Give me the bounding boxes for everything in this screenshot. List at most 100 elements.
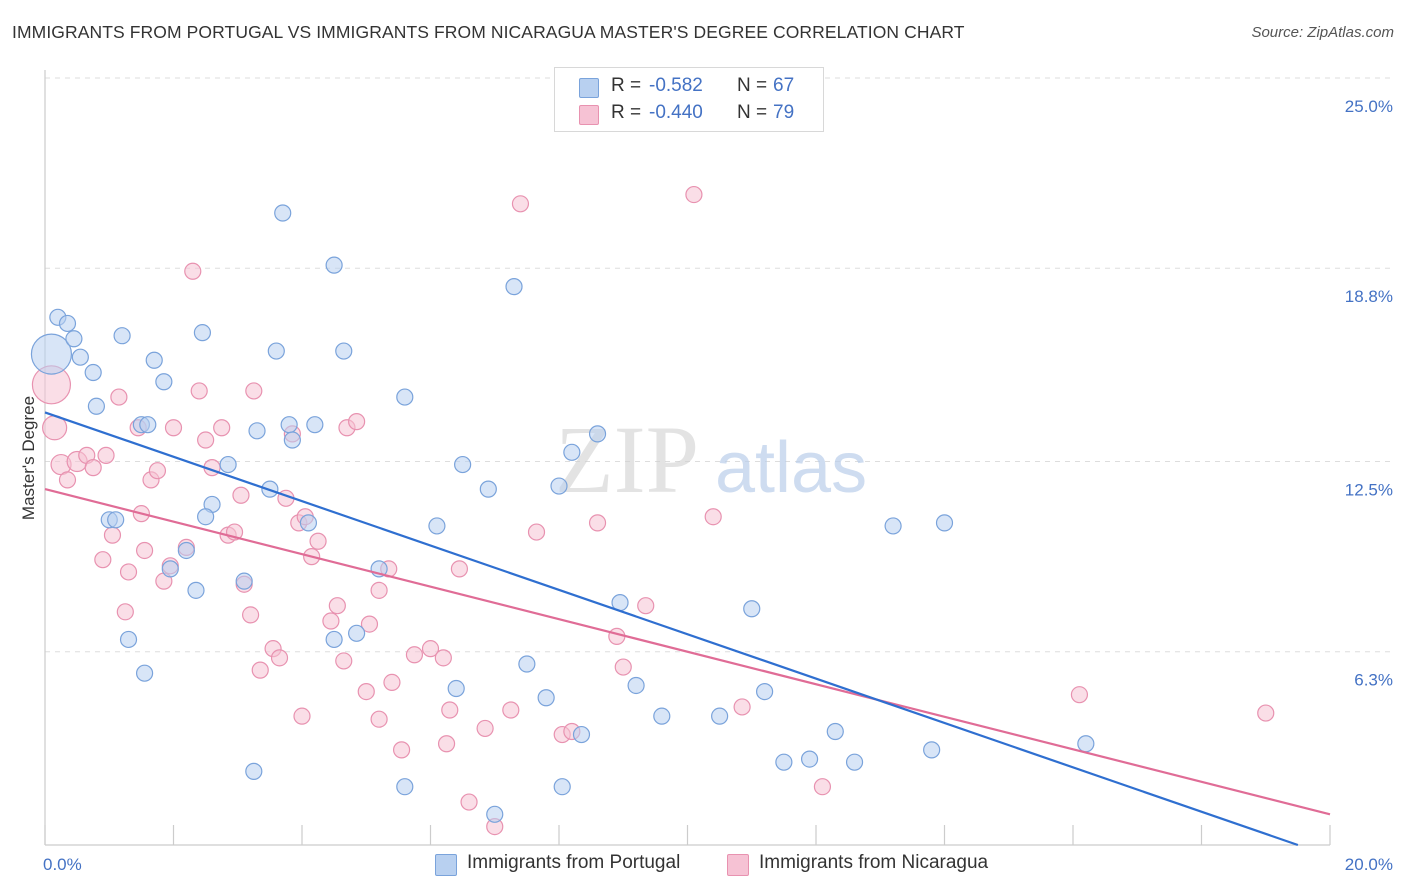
portugal-point xyxy=(219,455,237,474)
portugal-point xyxy=(235,572,253,590)
portugal-point xyxy=(187,581,205,599)
portugal-point xyxy=(113,327,131,345)
nicaragua-point xyxy=(94,551,112,569)
y-tick-label: 12.5% xyxy=(1345,481,1393,500)
portugal-point xyxy=(826,722,844,741)
nicaragua-swatch xyxy=(579,105,599,125)
portugal-point xyxy=(479,480,497,498)
portugal-point xyxy=(30,333,73,375)
nicaragua-point xyxy=(164,419,183,437)
portugal-point xyxy=(711,707,729,725)
nicaragua-swatch xyxy=(727,854,749,876)
portugal-point xyxy=(553,778,571,796)
tick-labels: 6.3% 12.5% 18.8% 25.0% 0.0% 20.0% xyxy=(43,97,1393,874)
portugal-point xyxy=(267,342,285,360)
trend-lines xyxy=(44,411,1331,847)
nicaragua-point xyxy=(119,563,138,581)
r-value: -0.582 xyxy=(649,75,703,96)
portugal-point xyxy=(58,314,77,333)
y-tick-label: 18.8% xyxy=(1345,287,1393,306)
portugal-swatch xyxy=(435,854,457,876)
nicaragua-point xyxy=(328,597,346,615)
nicaragua-point xyxy=(357,682,375,701)
nicaragua-point xyxy=(58,471,77,489)
y-axis-title: Master's Degree xyxy=(19,396,38,520)
nicaragua-point xyxy=(335,652,353,670)
nicaragua-point xyxy=(293,707,311,725)
nicaragua-point xyxy=(421,640,440,658)
nicaragua-point xyxy=(392,741,411,759)
portugal-point xyxy=(572,725,591,744)
nicaragua-point xyxy=(84,459,102,477)
portugal-point xyxy=(396,388,414,406)
nicaragua-point xyxy=(232,486,250,504)
nicaragua-point xyxy=(370,710,388,728)
nicaragua-point xyxy=(370,581,388,599)
nicaragua-point xyxy=(103,526,122,544)
nicaragua-point xyxy=(135,541,154,560)
portugal-point xyxy=(197,508,215,526)
portugal-point xyxy=(325,256,343,274)
nicaragua-point xyxy=(476,719,494,738)
nicaragua-point xyxy=(527,523,546,541)
legend-label-nicaragua: Immigrants from Nicaragua xyxy=(759,852,989,873)
r-value: -0.440 xyxy=(649,102,703,123)
nicaragua-point xyxy=(97,446,115,464)
portugal-point xyxy=(935,514,954,532)
portugal-point xyxy=(627,676,645,695)
nicaragua-point xyxy=(213,419,231,437)
watermark-zip: ZIP xyxy=(555,406,699,513)
portugal-point xyxy=(145,351,163,369)
portugal-point xyxy=(325,630,343,649)
series-portugal-points xyxy=(30,204,1095,823)
nicaragua-point xyxy=(637,597,655,615)
nicaragua-point xyxy=(116,603,134,621)
nicaragua-point xyxy=(450,560,469,578)
nicaragua-point xyxy=(270,649,289,667)
portugal-point xyxy=(505,278,523,296)
nicaragua-point xyxy=(383,673,401,691)
y-tick-label: 25.0% xyxy=(1345,97,1393,116)
portugal-point xyxy=(280,416,298,434)
portugal-point xyxy=(274,204,292,222)
nicaragua-point xyxy=(502,701,520,719)
nicaragua-point xyxy=(245,382,263,400)
r-label: R = xyxy=(611,102,642,123)
axes xyxy=(44,70,1331,846)
nicaragua-point xyxy=(441,701,459,719)
portugal-point xyxy=(65,330,83,348)
portugal-point xyxy=(155,373,173,391)
nicaragua-point xyxy=(511,195,530,213)
portugal-point xyxy=(107,511,125,529)
correlation-legend: R = -0.582 N = 67 R = -0.440 N = 79 xyxy=(554,67,824,132)
nicaragua-point xyxy=(110,388,128,406)
portugal-point xyxy=(283,431,301,449)
portugal-point xyxy=(396,778,414,796)
portugal-point xyxy=(563,443,581,461)
nicaragua-point xyxy=(348,413,366,431)
nicaragua-point xyxy=(437,735,456,753)
nicaragua-point xyxy=(460,793,478,811)
portugal-point xyxy=(84,363,102,382)
series-legend: Immigrants from Portugal Immigrants from… xyxy=(0,852,1406,878)
nicaragua-point xyxy=(197,431,215,449)
portugal-point xyxy=(177,541,195,560)
portugal-point xyxy=(245,762,263,780)
portugal-point xyxy=(1077,735,1095,753)
portugal-point xyxy=(119,630,138,649)
watermark: ZIP atlas xyxy=(555,406,867,513)
nicaragua-point xyxy=(588,514,607,532)
portugal-point xyxy=(755,682,774,701)
x-tick-label: 20.0% xyxy=(1345,855,1393,874)
y-tick-label: 6.3% xyxy=(1354,671,1393,690)
n-label: N = xyxy=(737,102,768,123)
portugal-point xyxy=(139,416,157,434)
portugal-point xyxy=(845,753,864,771)
portugal-point xyxy=(87,397,106,415)
watermark-atlas: atlas xyxy=(715,428,867,508)
portugal-trend-line xyxy=(44,411,1299,847)
portugal-point xyxy=(653,707,671,725)
nicaragua-point xyxy=(148,462,167,480)
portugal-point xyxy=(775,753,793,771)
nicaragua-point xyxy=(685,185,703,204)
